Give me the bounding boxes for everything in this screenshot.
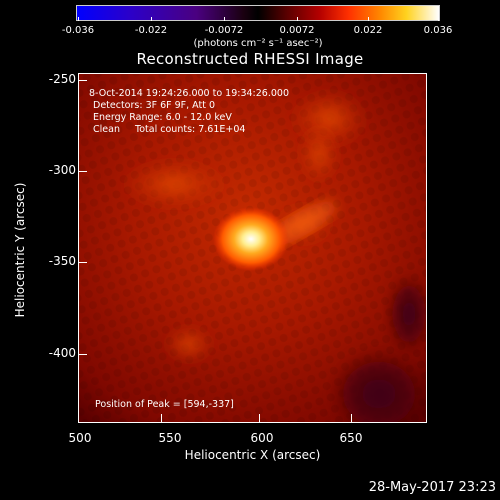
x-tick-mark xyxy=(161,414,162,422)
image-plot: 8-Oct-2014 19:24:26.000 to 19:34:26.000 … xyxy=(78,73,427,423)
x-axis-label: Heliocentric X (arcsec) xyxy=(184,448,321,462)
colorbar-tick-label: -0.022 xyxy=(134,25,168,36)
x-tick-label: 550 xyxy=(158,431,182,445)
time-range-label: 8-Oct-2014 19:24:26.000 to 19:34:26.000 xyxy=(89,88,290,99)
y-tick-mark xyxy=(79,262,87,263)
plot-title: Reconstructed RHESSI Image xyxy=(136,50,364,68)
rhessi-image xyxy=(79,74,426,422)
colorbar-tick-label: 0.0072 xyxy=(279,25,315,36)
colorbar-tick-mark xyxy=(224,17,225,21)
colorbar-tick-label: 0.036 xyxy=(423,25,453,36)
colorbar-tick-mark xyxy=(297,17,298,21)
colorbar xyxy=(76,5,440,21)
colorbar-tick-label: 0.022 xyxy=(353,25,383,36)
clean-counts-label: Clean Total counts: 7.61E+04 xyxy=(93,124,246,135)
colorbar-tick-mark xyxy=(368,17,369,21)
peak-position-label: Position of Peak = [594,-337] xyxy=(95,399,234,410)
y-axis-label: Heliocentric Y (arcsec) xyxy=(13,182,27,318)
detectors-label: Detectors: 3F 6F 9F, Att 0 xyxy=(93,100,216,111)
x-tick-mark xyxy=(259,414,260,422)
colorbar-tick-mark xyxy=(151,17,152,21)
x-tick-mark xyxy=(351,414,352,422)
colorbar-tick-mark xyxy=(438,17,439,21)
x-tick-label: 600 xyxy=(250,431,274,445)
colorbar-tick-mark xyxy=(78,17,79,21)
y-tick-label: -350 xyxy=(48,254,76,268)
x-tick-label: 500 xyxy=(68,431,92,445)
timestamp: 28-May-2017 23:23 xyxy=(368,480,496,495)
y-tick-mark xyxy=(79,171,87,172)
y-tick-label: -300 xyxy=(48,163,76,177)
x-tick-label: 650 xyxy=(339,431,363,445)
y-tick-mark xyxy=(79,354,87,355)
y-tick-label: -400 xyxy=(48,346,76,360)
y-tick-mark xyxy=(79,80,87,81)
colorbar-tick-label: -0.0072 xyxy=(204,25,244,36)
flare-source xyxy=(213,207,289,271)
y-tick-label: -250 xyxy=(48,72,76,86)
colorbar-units: (photons cm⁻² s⁻¹ asec⁻²) xyxy=(193,38,323,49)
colorbar-tick-label: -0.036 xyxy=(61,25,95,36)
energy-range-label: Energy Range: 6.0 - 12.0 keV xyxy=(93,112,232,123)
